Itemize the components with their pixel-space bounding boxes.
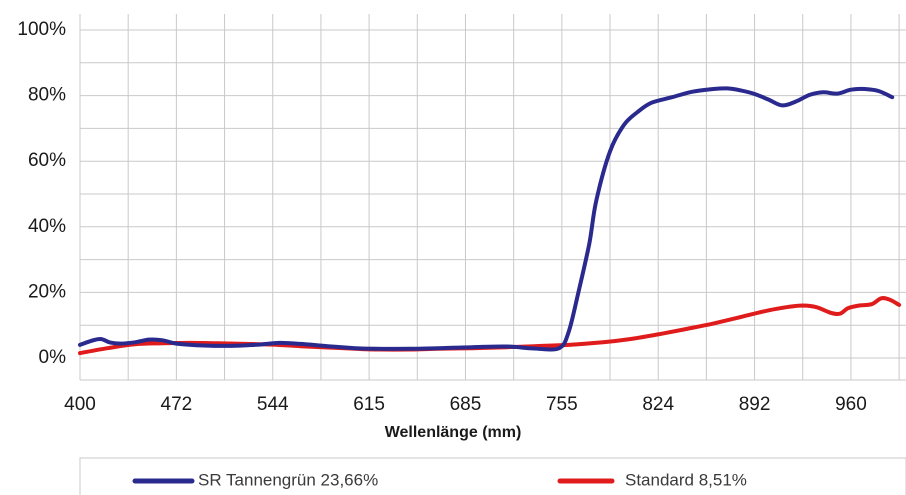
y-tick-label: 20% [28,281,66,302]
series-line-sr-tannengruen [78,86,895,352]
x-tick-labels: 400 472 544 615 685 755 824 892 960 [64,394,867,415]
x-tick-label: 615 [353,394,385,415]
x-tick-label: 960 [835,394,867,415]
x-tick-label: 824 [642,394,674,415]
x-axis-label: Wellenlänge (mm) [385,424,522,441]
x-tick-label: 544 [257,394,289,415]
legend-box [79,457,906,495]
x-tick-label: 755 [546,394,578,415]
legend-label-sr-tannengruen: SR Tannengrün 23,66% [198,470,378,489]
x-tick-label: 400 [64,394,96,415]
x-tick-label: 685 [450,394,482,415]
y-tick-label: 0% [39,347,67,368]
series-layer [78,86,902,356]
y-tick-label: 100% [17,19,66,40]
legend-label-standard: Standard 8,51% [625,470,747,489]
y-tick-label: 60% [28,150,66,171]
y-tick-labels: 0% 20% 40% 60% 80% 100% [17,19,66,368]
x-tick-label: 472 [161,394,193,415]
x-tick-label: 892 [739,394,771,415]
y-tick-label: 80% [28,85,66,106]
legend: SR Tannengrün 23,66% Standard 8,51% [79,457,906,495]
y-tick-label: 40% [28,216,66,237]
grid [79,14,906,381]
plot-background [80,14,906,380]
